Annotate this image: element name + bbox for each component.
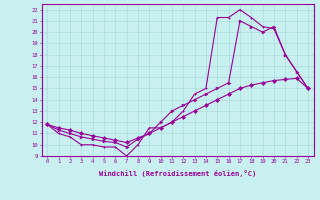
X-axis label: Windchill (Refroidissement éolien,°C): Windchill (Refroidissement éolien,°C) xyxy=(99,170,256,177)
